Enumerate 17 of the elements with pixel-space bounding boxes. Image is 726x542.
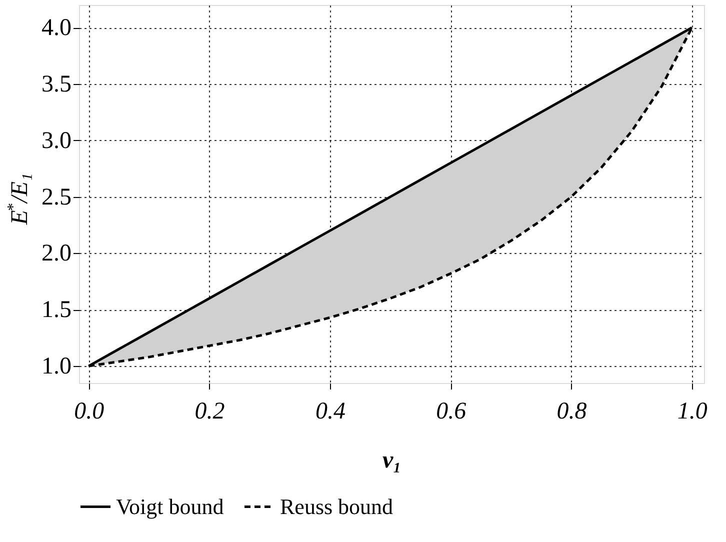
legend-label: Voigt bound (116, 494, 224, 519)
x-tick-label: 1.0 (677, 398, 708, 424)
x-tick-label: 0.8 (556, 398, 587, 424)
y-tick-label: 2.5 (42, 184, 72, 210)
legend-label: Reuss bound (280, 494, 394, 519)
y-tick-label: 4.0 (42, 15, 72, 42)
x-tick-label: 0.6 (436, 398, 466, 424)
x-tick-label: 0.4 (315, 398, 346, 424)
y-tick-label: 1.5 (42, 297, 72, 324)
x-tick-label: 0.0 (74, 398, 104, 424)
y-axis-title: E*/E₁ (5, 173, 33, 226)
y-tick-label: 3.0 (42, 128, 72, 154)
y-tick-label: 1.0 (42, 354, 72, 380)
x-axis-title: ν₁ (382, 448, 402, 474)
y-tick-label: 2.0 (42, 240, 72, 267)
x-tick-label: 0.2 (194, 398, 225, 424)
y-tick-label: 3.5 (42, 71, 72, 98)
